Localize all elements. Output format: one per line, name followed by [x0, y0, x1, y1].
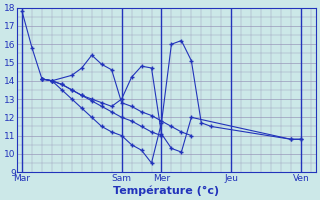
X-axis label: Température (°c): Température (°c) — [113, 185, 220, 196]
